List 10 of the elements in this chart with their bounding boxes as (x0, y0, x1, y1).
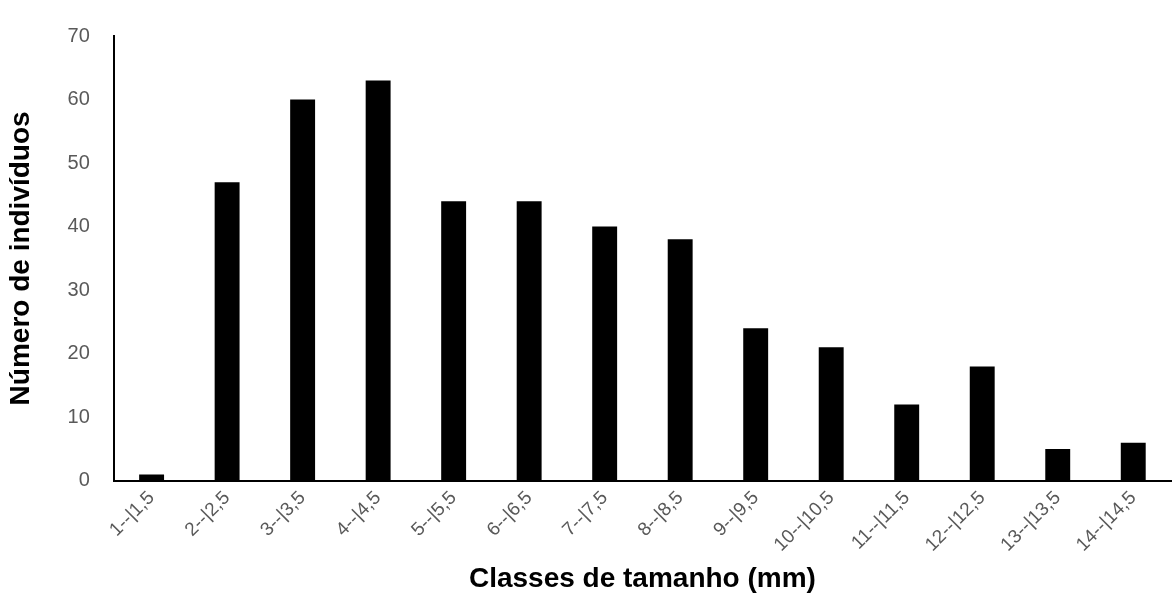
y-tick-label: 60 (67, 87, 90, 110)
y-tick-label: 40 (67, 214, 90, 237)
y-tick-label: 0 (78, 468, 90, 491)
y-tick-label: 10 (67, 404, 90, 427)
y-tick-label: 30 (67, 277, 90, 300)
y-axis-title: Número de indivíduos (3, 111, 35, 406)
x-axis-title: Classes de tamanho (mm) (468, 561, 816, 593)
y-tick-label: 70 (67, 23, 90, 46)
y-tick-label: 50 (67, 150, 90, 173)
y-tick-label: 20 (67, 341, 90, 364)
